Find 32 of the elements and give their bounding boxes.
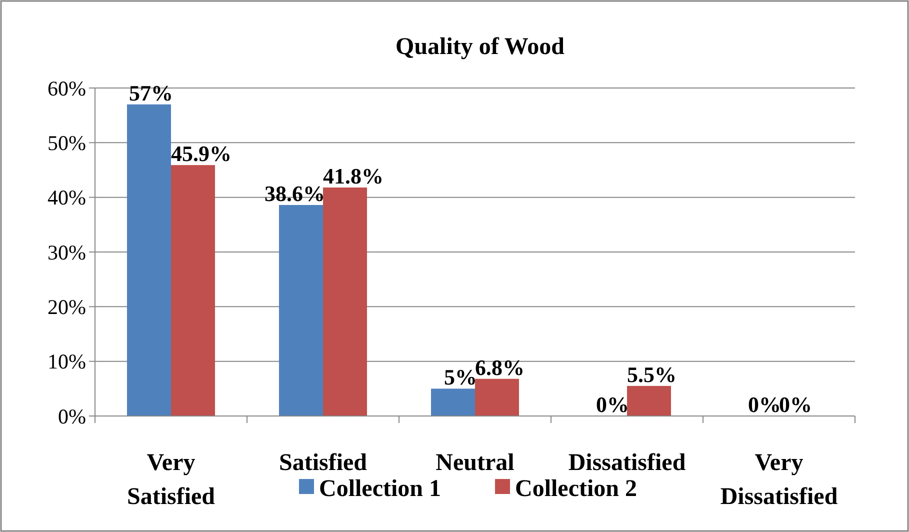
bar — [627, 386, 671, 416]
x-tick-label: Very Dissatisfied — [720, 450, 838, 510]
data-label: 45.9% — [171, 141, 232, 166]
bar — [127, 104, 171, 416]
y-tick-label: 20% — [48, 295, 86, 320]
legend-label: Collection 2 — [515, 476, 637, 502]
y-tick-label: 40% — [48, 186, 86, 210]
data-label: 41.8% — [323, 163, 384, 188]
x-tick-label: Neutral — [436, 450, 515, 476]
chart-title: Quality of Wood — [396, 34, 566, 60]
y-tick-label: 30% — [48, 240, 86, 264]
data-label: 38.6% — [264, 180, 325, 206]
bar — [323, 187, 367, 416]
legend-label: Collection 1 — [319, 476, 441, 502]
data-label: 57% — [129, 80, 173, 106]
y-tick-label: 0% — [58, 404, 86, 428]
x-tick-label: Satisfied — [278, 450, 368, 476]
y-tick-label: 50% — [48, 131, 86, 156]
data-label: 5.5% — [627, 362, 676, 387]
bar — [279, 204, 323, 416]
data-label: 5% — [444, 364, 477, 390]
x-tick-label: Very Satisfied — [126, 450, 216, 510]
data-label: 0% — [596, 392, 629, 417]
bar — [475, 378, 519, 416]
bar — [431, 388, 475, 416]
y-tick-label: 10% — [48, 350, 86, 374]
y-tick-label: 60% — [48, 76, 86, 100]
x-tick-label: Dissatisfied — [568, 450, 686, 476]
data-label: 0% — [779, 392, 812, 417]
data-label: 0% — [748, 392, 781, 417]
data-label: 6.8% — [475, 354, 524, 380]
bar — [171, 165, 215, 416]
